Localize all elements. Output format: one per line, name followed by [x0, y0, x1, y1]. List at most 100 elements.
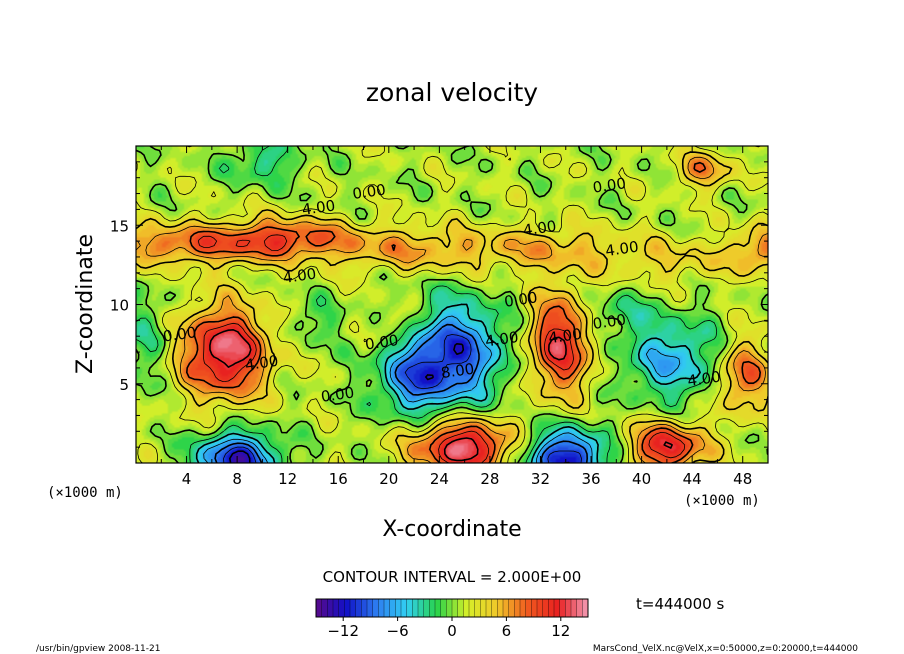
- velocity-field: [136, 146, 768, 463]
- y-tick-label: 10: [110, 297, 129, 315]
- y-tick-label: 5: [119, 376, 129, 394]
- x-tick-label: 40: [632, 470, 651, 488]
- colorbar-cell: [474, 599, 481, 617]
- contour-level-line: [195, 303, 701, 463]
- plot-area: 0.00 0.00 4.00 4.00 4.00 4.00 0.00 0.00 0.00 0.00…: [110, 145, 769, 488]
- contour-level-line: [136, 146, 768, 463]
- x-tick-label: 12: [278, 470, 297, 488]
- colorbar-cell: [338, 599, 345, 617]
- colorbar-cell: [508, 599, 515, 617]
- colorbar-tick-label: 12: [551, 622, 570, 640]
- x-tick-label: 4: [182, 470, 192, 488]
- contour-level-line: [223, 334, 582, 463]
- contour-label: 0.00: [503, 288, 539, 310]
- contour-label: 4.00: [547, 325, 583, 347]
- footer-right: MarsCond_VelX.nc@VelX,x=0:50000,z=0:2000…: [593, 644, 858, 654]
- contour-label: 0.00: [592, 174, 628, 196]
- x-tick-label: 8: [232, 470, 242, 488]
- colorbar-cell: [469, 599, 475, 617]
- colorbar-cell: [412, 599, 419, 617]
- contour-interval-label: CONTOUR INTERVAL = 2.000E+00: [323, 568, 582, 586]
- colorbar-cell: [367, 599, 373, 617]
- x-axis-label: X-coordinate: [382, 517, 521, 542]
- colorbar-cell: [525, 599, 532, 617]
- colorbar-tick-label: 6: [502, 622, 512, 640]
- x-tick-label: 28: [480, 470, 499, 488]
- colorbar-cell: [384, 599, 390, 617]
- contour-label: 0.00: [320, 383, 356, 405]
- colorbar-cell: [378, 599, 385, 617]
- y-axis-label: Z-coordinate: [73, 234, 98, 374]
- colorbar-cell: [435, 599, 441, 617]
- y-axis-ticks: 5 10 15: [110, 161, 768, 448]
- colorbar-cell: [406, 599, 413, 617]
- contour-label: 4.00: [484, 328, 520, 350]
- x-tick-label: 20: [379, 470, 398, 488]
- x-tick-label: 36: [581, 470, 600, 488]
- colorbar-cell: [497, 599, 504, 617]
- colorbar-cell: [333, 599, 339, 617]
- colorbar-cell: [395, 599, 402, 617]
- contour-level-line: [136, 151, 768, 463]
- colorbar-cell: [531, 599, 538, 617]
- colorbar-cell: [554, 599, 560, 617]
- contour-level-line: [197, 234, 686, 463]
- colorbar-cell: [423, 599, 430, 617]
- x-axis-ticks: 4 8 12 16 20 24 28 32 36 40 44 48: [160, 146, 752, 488]
- colorbar-cell: [429, 599, 436, 617]
- contour-lines: [136, 146, 768, 463]
- colorbar-cell: [520, 599, 526, 617]
- x-unit-left: (×1000 m): [47, 485, 123, 501]
- colorbar-cell: [372, 599, 379, 617]
- contour-labels: 0.00 0.00 4.00 4.00 4.00 4.00 0.00 0.00 0.00 0.00…: [162, 174, 722, 406]
- colorbar-cell: [582, 599, 589, 617]
- colorbar-cell: [548, 599, 555, 617]
- contour-level-line: [203, 315, 681, 463]
- contour-level-line: [209, 329, 673, 462]
- contour-level-line: [186, 161, 761, 463]
- colorbar-cell: [480, 599, 487, 617]
- x-tick-label: 24: [430, 470, 449, 488]
- footer-left: /usr/bin/gpview 2008-11-21: [36, 644, 160, 654]
- contour-level-line: [136, 146, 718, 463]
- x-tick-label: 44: [683, 470, 702, 488]
- contour-label: 4.00: [604, 238, 640, 260]
- contour-label: 4.00: [282, 265, 318, 287]
- contour-level-line: [136, 146, 768, 463]
- colorbar-tick-label: 0: [447, 622, 457, 640]
- colorbar-cell: [321, 599, 328, 617]
- colorbar-tick-label: −12: [327, 622, 359, 640]
- colorbar-cell: [418, 599, 424, 617]
- y-tick-label: 15: [110, 217, 129, 235]
- colorbar-cell: [491, 599, 498, 617]
- contour-label: 0.00: [351, 181, 387, 203]
- x-unit-right: (×1000 m): [684, 493, 760, 509]
- x-tick-label: 16: [329, 470, 348, 488]
- colorbar-cell: [463, 599, 470, 617]
- colorbar-cell: [457, 599, 464, 617]
- colorbar-cell: [514, 599, 521, 617]
- contour-label: 4.00: [522, 217, 558, 239]
- colorbar-cell: [565, 599, 572, 617]
- colorbar-cells: [316, 599, 589, 617]
- contour-label: 4.00: [301, 196, 337, 218]
- contour-label: 4.00: [686, 368, 722, 390]
- colorbar-ticks: −12 −6 0 6 12: [327, 617, 570, 640]
- contour-label: 4.00: [244, 352, 280, 374]
- contour-label: 8.00: [440, 360, 476, 382]
- time-label: t=444000 s: [636, 595, 724, 613]
- colorbar-cell: [344, 599, 351, 617]
- colorbar-cell: [537, 599, 543, 617]
- chart-title: zonal velocity: [366, 78, 538, 107]
- x-tick-label: 32: [531, 470, 550, 488]
- colorbar-cell: [327, 599, 334, 617]
- contour-level-line: [136, 156, 768, 463]
- colorbar: −12 −6 0 6 12: [315, 598, 589, 640]
- colorbar-cell: [503, 599, 509, 617]
- colorbar-cell: [486, 599, 492, 617]
- colorbar-cell: [350, 599, 356, 617]
- contour-level-line: [214, 323, 588, 463]
- colorbar-tick-label: −6: [387, 622, 409, 640]
- contour-label: 0.00: [364, 331, 400, 353]
- colorbar-cell: [452, 599, 458, 617]
